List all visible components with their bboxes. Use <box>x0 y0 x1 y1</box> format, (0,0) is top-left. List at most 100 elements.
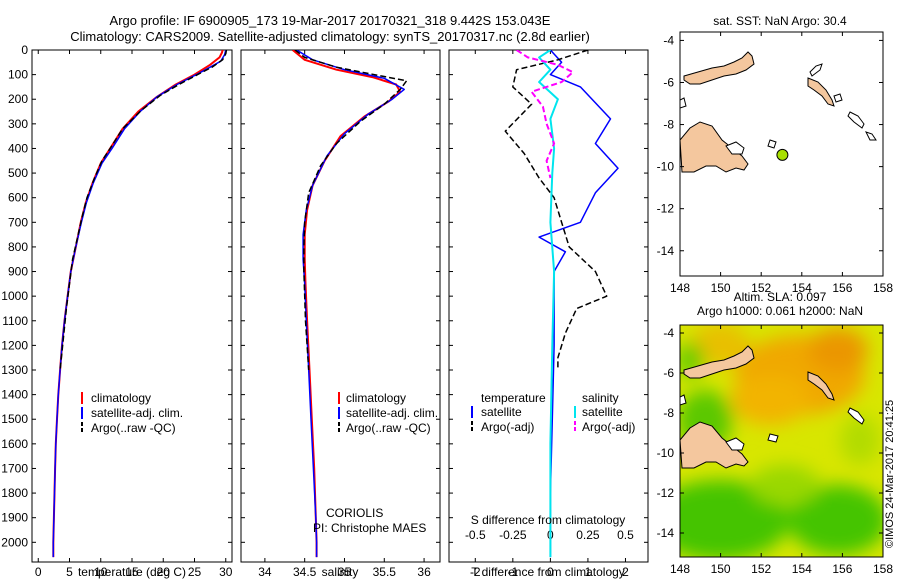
legend-label-satellite: satellite-adj. clim. <box>346 406 438 420</box>
latitude-tick-label: -8 <box>663 406 674 420</box>
series-line-salinity-argo-adj- <box>516 50 574 179</box>
legend-label-t-argo: Argo(-adj) <box>481 420 534 434</box>
x-tick-label: 0 <box>547 565 554 579</box>
x-tick-label: 35 <box>338 565 352 579</box>
sla-map-panel: Altim. SLA: 0.097 Argo h1000: 0.061 h200… <box>657 290 896 576</box>
x-tick-label: 34 <box>258 565 272 579</box>
latitude-tick-label: -8 <box>663 118 674 132</box>
x-tick-label: 20 <box>157 565 171 579</box>
series-line-argo-raw-qc- <box>59 50 228 371</box>
s-difference-tick-label: 0.5 <box>617 528 634 542</box>
temperature-legend: climatology satellite-adj. clim. Argo(..… <box>81 391 183 435</box>
series-line-salinity-satellite <box>538 50 559 558</box>
longitude-tick-label: 154 <box>792 281 812 295</box>
latitude-tick-label: -4 <box>663 33 674 47</box>
latitude-tick-label: -12 <box>657 486 675 500</box>
longitude-tick-label: 154 <box>792 562 812 576</box>
imos-credit-label: ©IMOS 24-Mar-2017 20:41:25 <box>884 400 896 548</box>
x-tick-label: 34.5 <box>293 565 317 579</box>
legend-salinity-heading: salinity <box>582 391 619 405</box>
difference-depth-ticks <box>449 49 648 543</box>
difference-series <box>504 50 619 558</box>
pi-label: PI: Christophe MAES <box>313 521 426 535</box>
longitude-tick-label: 150 <box>711 562 731 576</box>
s-difference-tick-label: -0.5 <box>465 528 486 542</box>
longitude-tick-label: 158 <box>873 281 893 295</box>
s-difference-tick-label: -0.25 <box>499 528 527 542</box>
longitude-tick-label: 152 <box>751 562 771 576</box>
legend-label-t-satellite: satellite <box>481 405 522 419</box>
longitude-tick-label: 152 <box>751 281 771 295</box>
argo-float-marker <box>776 148 789 161</box>
depth-tick-label: 1900 <box>1 511 28 525</box>
legend-label-s-satellite: satellite <box>582 405 623 419</box>
series-line-temperature-argo-adj- <box>504 50 608 370</box>
depth-tick-label: 700 <box>8 215 28 229</box>
sla-map-title-line-1: Altim. SLA: 0.097 <box>734 290 827 304</box>
latitude-tick-label: -14 <box>657 526 675 540</box>
depth-tick-label: 2000 <box>1 535 28 549</box>
salinity-legend: climatology satellite-adj. clim. Argo(..… <box>338 391 438 435</box>
depth-axis: 0 100 200 300 400 500 600 700 800 900 1000 1100 1200… <box>1 43 232 549</box>
depth-tick-label: 500 <box>8 166 28 180</box>
data-centre-label: CORIOLIS <box>326 506 383 520</box>
longitude-tick-label: 148 <box>670 562 690 576</box>
sst-map-coastlines <box>680 51 877 173</box>
salinity-depth-ticks <box>241 49 440 543</box>
latitude-tick-label: -6 <box>663 366 674 380</box>
depth-tick-label: 300 <box>8 117 28 131</box>
x-tick-label: 30 <box>219 565 233 579</box>
temperature-difference-axis: -2 -1 0 1 2 <box>470 50 629 579</box>
salinity-series <box>292 50 408 558</box>
series-line-satellite-adj-clim- <box>296 50 405 558</box>
temperature-axis-label: temperature (deg C) <box>78 565 186 579</box>
depth-tick-label: 100 <box>8 68 28 82</box>
series-line-argo-raw-qc- <box>294 50 408 371</box>
x-tick-label: 2 <box>622 565 629 579</box>
temperature-axis: 0 5 10 15 20 25 30 <box>35 50 233 579</box>
sst-map-title: sat. SST: NaN Argo: 30.4 <box>713 14 847 28</box>
sst-map-panel: sat. SST: NaN Argo: 30.4 148 150 152 154 156… <box>657 14 894 295</box>
temperature-profile-panel: 0100200300400500600700800900100011001200… <box>1 43 232 579</box>
figure-title-line-2: Climatology: CARS2009. Satellite-adjuste… <box>70 29 590 44</box>
longitude-tick-label: 148 <box>670 281 690 295</box>
sst-map-axes: 148 150 152 154 156 158 -4 -6 -8 -10 -12 -14 <box>657 32 893 295</box>
depth-tick-label: 1400 <box>1 388 28 402</box>
depth-tick-label: 1700 <box>1 461 28 475</box>
longitude-tick-label: 156 <box>832 562 852 576</box>
legend-label-climatology: climatology <box>91 391 151 405</box>
temperature-series <box>52 50 228 558</box>
latitude-tick-label: -4 <box>663 326 674 340</box>
longitude-tick-label: 150 <box>711 281 731 295</box>
sla-map-title-line-2: Argo h1000: 0.061 h2000: NaN <box>697 304 863 318</box>
depth-tick-label: 1200 <box>1 338 28 352</box>
latitude-tick-label: -14 <box>657 244 675 258</box>
salinity-axis: 34 34.5 35 35.5 36 <box>258 50 431 579</box>
s-difference-tick-label: 0.25 <box>576 528 600 542</box>
sla-map-field <box>680 325 883 557</box>
figure-title-line-1: Argo profile: IF 6900905_173 19-Mar-2017… <box>109 13 551 28</box>
depth-tick-label: 1800 <box>1 486 28 500</box>
salinity-profile-panel: 34 34.5 35 35.5 36 salinity climatology sate… <box>240 49 441 579</box>
x-tick-label: 15 <box>125 565 139 579</box>
legend-label-satellite: satellite-adj. clim. <box>91 406 183 420</box>
series-line-temperature-satellite <box>538 50 619 558</box>
x-tick-label: 25 <box>188 565 202 579</box>
legend-label-argo: Argo(..raw -QC) <box>346 421 431 435</box>
salinity-difference-axis: -0.5 -0.25 0 0.25 0.5 <box>465 528 634 542</box>
x-tick-label: 1 <box>585 565 592 579</box>
depth-tick-label: 0 <box>21 43 28 57</box>
legend-label-argo: Argo(..raw -QC) <box>91 421 176 435</box>
depth-tick-label: 600 <box>8 191 28 205</box>
longitude-tick-label: 158 <box>873 562 893 576</box>
sla-map-axes: 148 150 152 154 156 158 -4 -6 -8 -10 -12 -14 <box>657 325 893 576</box>
x-tick-label: 35.5 <box>373 565 397 579</box>
latitude-tick-label: -6 <box>663 75 674 89</box>
x-tick-label: 10 <box>94 565 108 579</box>
x-tick-label: 5 <box>66 565 73 579</box>
legend-label-climatology: climatology <box>346 391 406 405</box>
salinity-axis-label: salinity <box>322 565 359 579</box>
x-tick-label: 0 <box>35 565 42 579</box>
depth-tick-label: 1600 <box>1 437 28 451</box>
